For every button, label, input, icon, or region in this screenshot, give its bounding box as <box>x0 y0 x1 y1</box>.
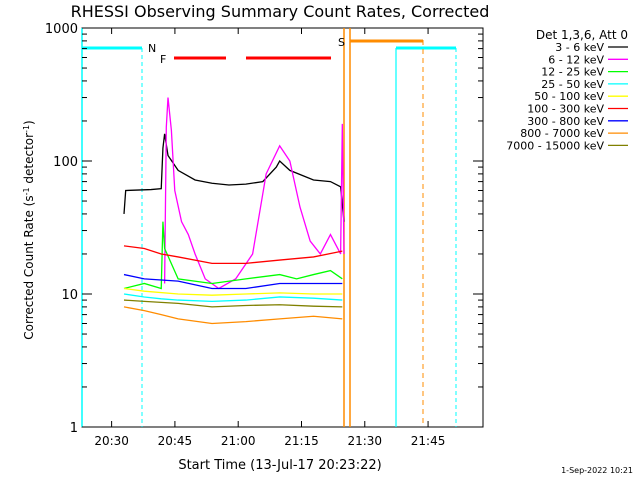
legend-label: 800 - 7000 keV <box>520 127 604 140</box>
observing-markers: NF S <box>81 28 457 427</box>
y-tick-label: 1000 <box>45 22 78 37</box>
y-label-sup2: -1 <box>22 125 31 133</box>
series-line <box>123 293 343 303</box>
y-label-part1: Corrected Count Rate (s <box>22 195 36 339</box>
series-line <box>163 97 345 290</box>
y-tick-label: 10 <box>61 288 78 303</box>
y-label-part3: ) <box>22 120 36 125</box>
series-line <box>123 245 343 265</box>
y-axis-label: Corrected Count Rate (s-1 detector-1) <box>22 120 37 339</box>
series-group <box>123 97 345 325</box>
legend-label: 12 - 25 keV <box>541 66 604 79</box>
legend-label: 100 - 300 keV <box>527 103 604 116</box>
legend-label: 6 - 12 keV <box>548 53 604 66</box>
marker-label-f: F <box>160 53 166 66</box>
chart-title: RHESSI Observing Summary Count Rates, Co… <box>71 2 490 21</box>
x-tick-label: 21:30 <box>347 434 382 448</box>
series-line <box>123 299 343 308</box>
legend-label: 3 - 6 keV <box>555 41 604 54</box>
legend-label: 7000 - 15000 keV <box>506 139 604 152</box>
x-tick-label: 21:15 <box>284 434 319 448</box>
x-tick-label: 21:45 <box>411 434 446 448</box>
x-tick-label: 20:30 <box>94 434 129 448</box>
series-line <box>123 306 343 325</box>
series-line <box>123 133 345 222</box>
legend-label: 300 - 800 keV <box>527 115 604 128</box>
x-axis-label: Start Time (13-Jul-17 20:23:22) <box>178 458 381 473</box>
legend-header: Det 1,3,6, Att 0 <box>536 28 628 42</box>
series-line <box>123 273 343 290</box>
y-tick-label: 1 <box>70 421 78 436</box>
x-tick-label: 20:45 <box>158 434 193 448</box>
marker-label-n: N <box>148 42 156 55</box>
y-label-sup1: -1 <box>22 187 31 195</box>
marker-label-s: S <box>338 36 345 49</box>
x-tick-label: 21:00 <box>221 434 256 448</box>
y-label-part2: detector <box>22 133 36 188</box>
series-line <box>123 221 343 290</box>
footer-date: 1-Sep-2022 10:21 <box>561 466 633 475</box>
axes: 20:30 20:45 21:00 21:15 21:30 21:45 1 10 100 1000 <box>45 22 483 448</box>
series-line <box>123 287 343 296</box>
legend-label: 50 - 100 keV <box>534 90 604 103</box>
y-tick-label: 100 <box>53 155 78 170</box>
legend-label: 25 - 50 keV <box>541 78 604 91</box>
